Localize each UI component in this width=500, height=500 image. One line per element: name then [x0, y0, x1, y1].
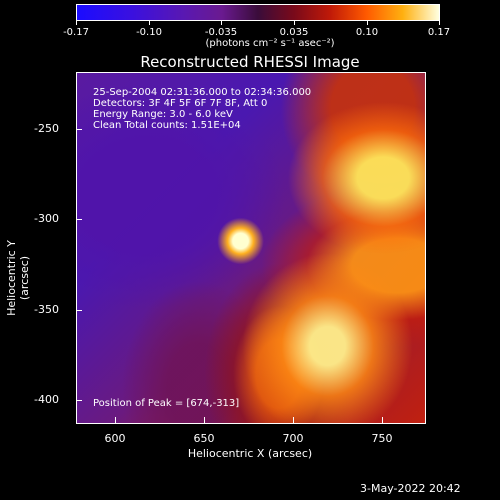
overlay-detectors: Detectors: 3F 4F 5F 6F 7F 8F, Att 0: [93, 98, 268, 109]
colorbar-tickmark: [149, 21, 150, 25]
x-tickmark: [115, 417, 116, 423]
colorbar-tickmark: [367, 21, 368, 25]
colorbar-tick-label: 0.17: [427, 27, 451, 38]
y-tickmark: [76, 219, 82, 220]
y-tick-label: -250: [34, 122, 59, 135]
y-axis-label: Heliocentric Y (arcsec): [5, 240, 31, 316]
x-tickmark: [204, 417, 205, 423]
x-tick-label: 650: [193, 432, 215, 445]
overlay-time: 25-Sep-2004 02:31:36.000 to 02:34:36.000: [93, 87, 312, 98]
colorbar-tick-label: 0.10: [355, 27, 379, 38]
y-tick-label: -400: [34, 393, 59, 406]
colorbar-tickmark: [221, 21, 222, 25]
colorbar-unit: (photons cm⁻² s⁻¹ asec⁻²): [205, 38, 335, 49]
colorbar-tickmark: [294, 21, 295, 25]
y-tick-label: -300: [34, 212, 59, 225]
x-tickmark: [293, 417, 294, 423]
x-tick-label: 700: [282, 432, 304, 445]
overlay-energy: Energy Range: 3.0 - 6.0 keV: [93, 109, 233, 120]
x-tick-label: 750: [371, 432, 393, 445]
y-tickmark: [76, 310, 82, 311]
colorbar-tick-label: -0.035: [204, 27, 238, 38]
y-tickmark: [76, 129, 82, 130]
colorbar-tickmark: [439, 21, 440, 25]
rhessi-image: 25-Sep-2004 02:31:36.000 to 02:34:36.000…: [76, 72, 426, 424]
overlay-clean: Clean Total counts: 1.51E+04: [93, 120, 241, 131]
colorbar-tick-label: -0.10: [136, 27, 162, 38]
colorbar: [76, 4, 440, 21]
x-axis-label: Heliocentric X (arcsec): [187, 447, 313, 460]
x-tick-label: 600: [104, 432, 126, 445]
overlay-peak: Position of Peak = [674,-313]: [93, 398, 240, 409]
colorbar-tickmark: [76, 21, 77, 25]
plot-title: Reconstructed RHESSI Image: [140, 53, 360, 71]
y-tick-label: -350: [34, 303, 59, 316]
colorbar-tick-label: -0.17: [63, 27, 89, 38]
datestamp: 3-May-2022 20:42: [360, 482, 461, 495]
x-tickmark: [382, 417, 383, 423]
colorbar-tick-label: 0.035: [279, 27, 309, 38]
y-tickmark: [76, 400, 82, 401]
